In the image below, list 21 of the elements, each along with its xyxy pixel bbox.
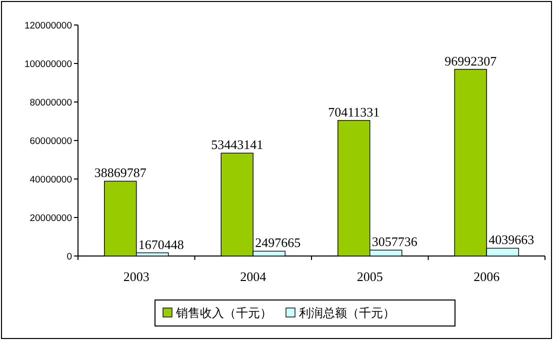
y-tick-label: 80000000 <box>30 98 72 108</box>
y-tick-label: 0 <box>66 252 72 262</box>
data-label: 1670448 <box>138 236 184 252</box>
legend-label: 销售收入（千元） <box>175 306 272 320</box>
y-tick-label: 40000000 <box>30 174 72 186</box>
y-tick-label: 20000000 <box>30 213 72 224</box>
data-label: 38869787 <box>94 165 147 180</box>
y-tick-label: 120000000 <box>24 20 72 32</box>
x-tick-label: 2004 <box>240 269 267 284</box>
data-label: 96992307 <box>444 53 498 68</box>
data-label: 3057736 <box>372 234 418 250</box>
data-label: 2497665 <box>255 235 301 250</box>
x-tick-label: 2006 <box>474 269 500 284</box>
data-label: 70411331 <box>328 104 380 120</box>
legend-label: 利润总额（千元） <box>299 306 395 320</box>
x-tick-label: 2005 <box>356 269 383 284</box>
data-label: 4039663 <box>488 232 534 248</box>
x-tick-label: 2003 <box>123 269 150 284</box>
data-label: 53443141 <box>211 137 264 152</box>
y-tick-label: 60000000 <box>30 136 72 147</box>
y-tick-label: 100000000 <box>24 59 72 70</box>
